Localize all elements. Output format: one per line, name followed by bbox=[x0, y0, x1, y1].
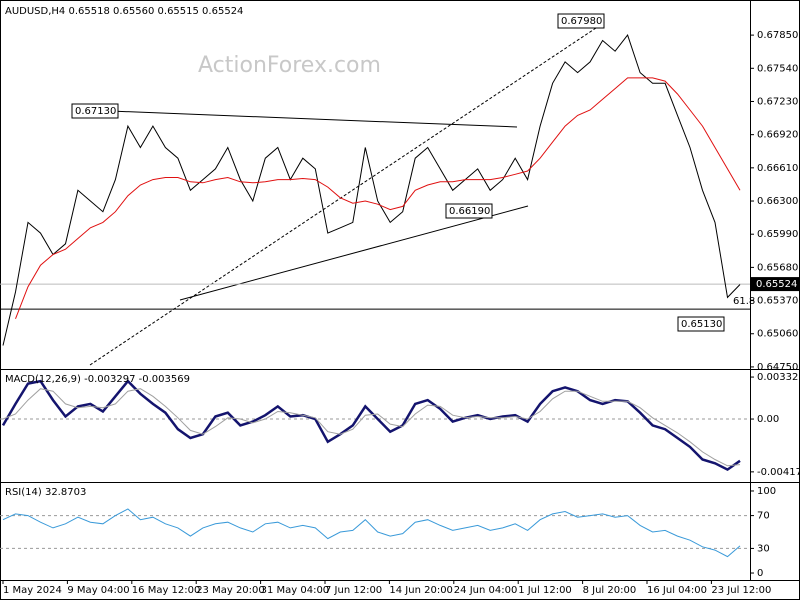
series-line bbox=[1, 379, 741, 472]
x-tick-label: 1 May 2024 bbox=[3, 585, 62, 596]
annotation: 0.66190 bbox=[449, 206, 490, 217]
x-tick-label: 14 Jun 20:00 bbox=[389, 585, 453, 596]
x-tick-label: 24 Jun 04:00 bbox=[454, 585, 518, 596]
y-tick-label: 0.67850 bbox=[757, 30, 798, 41]
y-tick-label: 0.65680 bbox=[757, 262, 798, 273]
x-tick-label: 23 May 20:00 bbox=[196, 585, 265, 596]
annotation-box bbox=[445, 203, 493, 219]
y-tick-label: 70 bbox=[757, 511, 770, 522]
y-tick-label: 0.65990 bbox=[757, 229, 798, 240]
channel-line bbox=[89, 21, 606, 366]
x-tick-label: 7 Jun 12:00 bbox=[325, 585, 382, 596]
panel-title: RSI(14) 32.8703 bbox=[5, 487, 86, 498]
annotation-box bbox=[557, 13, 605, 29]
price-label: 0.65524 bbox=[756, 279, 797, 290]
panel-title: MACD(12,26,9) -0.003297 -0.003569 bbox=[5, 374, 190, 385]
y-tick-label: 100 bbox=[757, 486, 776, 497]
y-tick-label: 0.00 bbox=[757, 414, 779, 425]
y-tick-label: 0.64750 bbox=[757, 362, 798, 373]
annotation-box bbox=[71, 103, 119, 119]
x-tick-label: 16 Jul 04:00 bbox=[647, 585, 707, 596]
x-tick-label: 1 Jul 12:00 bbox=[518, 585, 572, 596]
y-tick-label: 0.003321 bbox=[757, 372, 800, 383]
x-tick-label: 8 Jul 20:00 bbox=[583, 585, 637, 596]
y-tick-label: 0.67540 bbox=[757, 63, 798, 74]
x-tick-label: 16 May 12:00 bbox=[132, 585, 201, 596]
price-box bbox=[751, 277, 799, 292]
series-line bbox=[2, 34, 741, 346]
fib-label: 61.8 bbox=[733, 296, 755, 307]
y-tick-label: 0.66610 bbox=[757, 163, 798, 174]
trendline bbox=[109, 110, 518, 128]
x-tick-label: 9 May 04:00 bbox=[67, 585, 129, 596]
y-tick-label: 0.66920 bbox=[757, 130, 798, 141]
annotation: 0.67980 bbox=[561, 16, 602, 27]
series-line bbox=[2, 388, 741, 467]
y-tick-label: 0.65060 bbox=[757, 329, 798, 340]
y-tick-label: 0.66300 bbox=[757, 196, 798, 207]
annotation-box bbox=[677, 316, 725, 332]
series-line bbox=[15, 77, 741, 319]
y-tick-label: 0 bbox=[757, 568, 763, 579]
series-line bbox=[2, 508, 741, 558]
x-tick-label: 31 May 04:00 bbox=[261, 585, 330, 596]
x-tick-label: 23 Jul 12:00 bbox=[711, 585, 771, 596]
y-tick-label: 0.65370 bbox=[757, 296, 798, 307]
annotation: 0.67130 bbox=[75, 106, 116, 117]
y-tick-label: 0.67230 bbox=[757, 96, 798, 107]
panel-title: AUDUSD,H4 0.65518 0.65560 0.65515 0.6552… bbox=[5, 6, 243, 17]
watermark: ActionForex.com bbox=[198, 53, 381, 78]
y-tick-label: -0.004178 bbox=[757, 467, 800, 478]
annotation: 0.65130 bbox=[681, 319, 722, 330]
y-tick-label: 30 bbox=[757, 543, 770, 554]
